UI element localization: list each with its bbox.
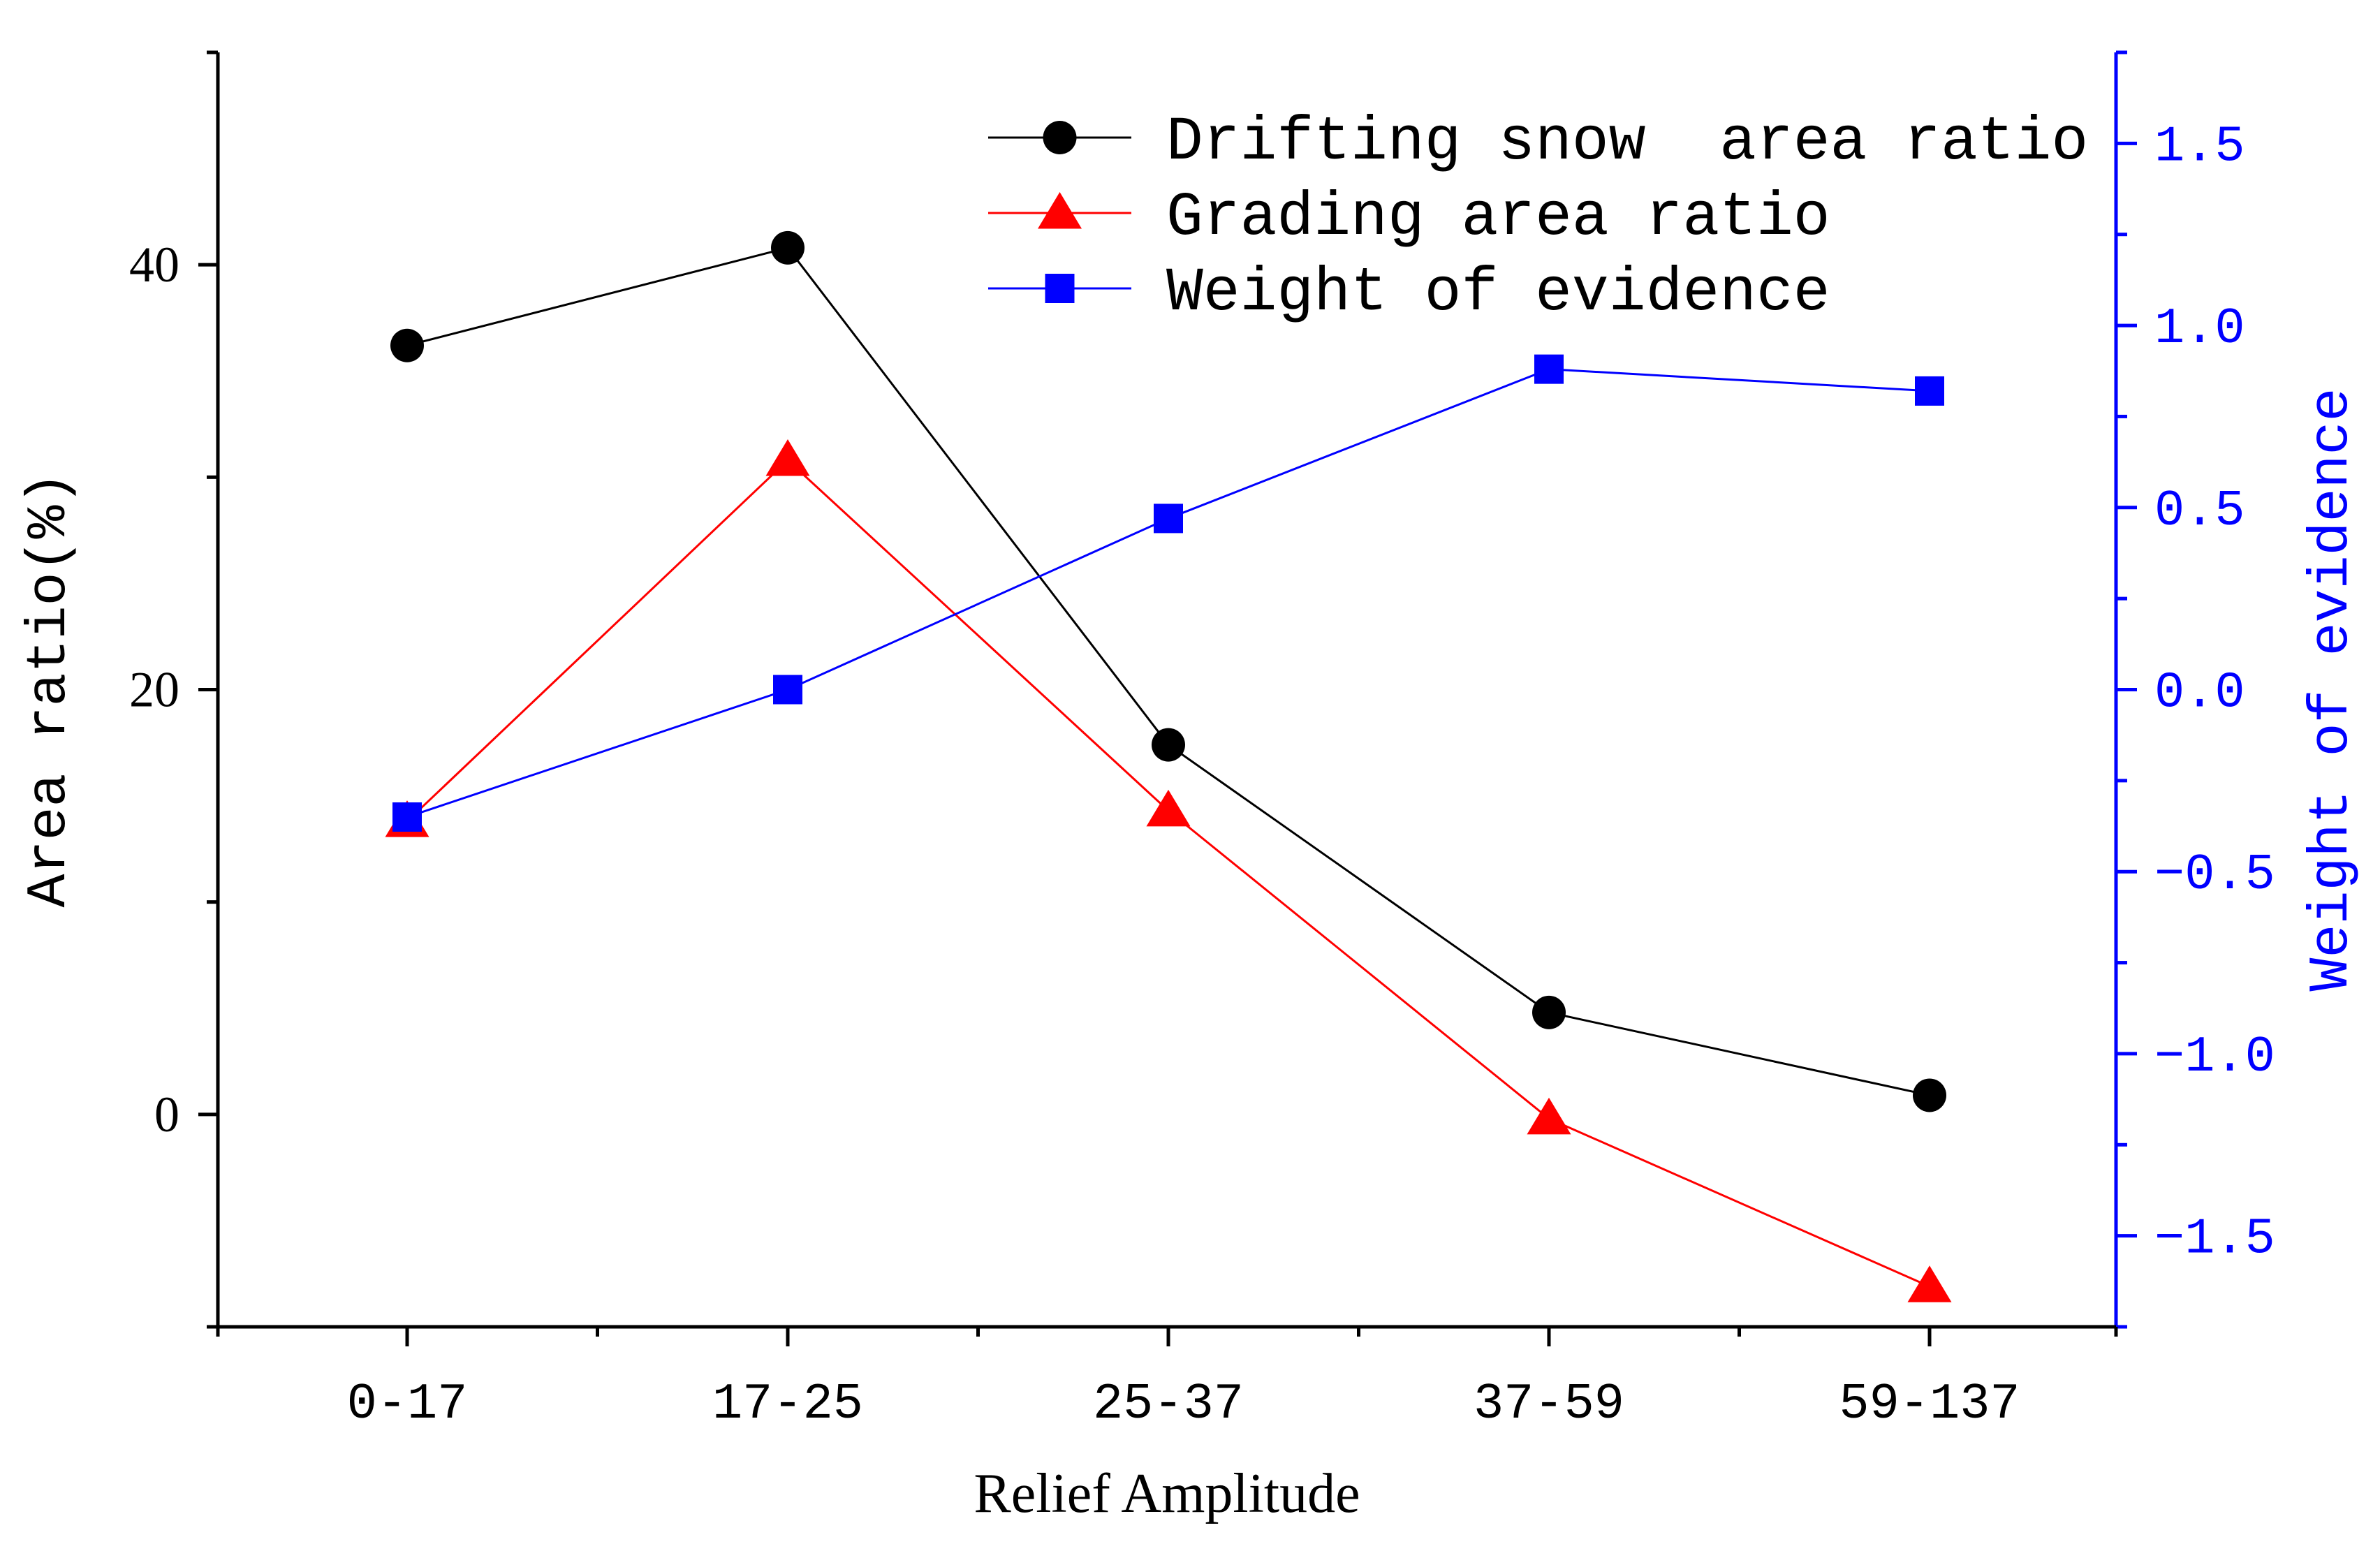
series-line-1 — [406, 458, 1930, 1288]
series-line-0 — [406, 247, 1930, 1096]
x-axis-title: Relief Amplitude — [974, 1463, 1360, 1524]
x-tick-label: 25-37 — [1093, 1376, 1244, 1433]
series-2-point — [1154, 503, 1183, 534]
y2-axis-title: Weight of evidence — [2300, 388, 2364, 991]
series-2-point — [773, 675, 802, 705]
series-0-point — [390, 328, 424, 362]
x-tick-label: 17-25 — [712, 1376, 863, 1433]
series-2-point — [1915, 376, 1944, 406]
y-axis-title: Area ratio(%) — [18, 471, 82, 907]
series-0-point — [1152, 728, 1185, 762]
right-tick-label: 1.5 — [2154, 118, 2245, 175]
series-2-point — [1534, 354, 1564, 384]
series-0-point — [1532, 995, 1566, 1029]
right-tick-label: −1.5 — [2154, 1211, 2275, 1268]
right-tick-label: −0.5 — [2154, 846, 2275, 904]
legend-marker — [1043, 121, 1077, 154]
axes: 0 20 40 −1.5 −1.0 −0.5 0.0 0.5 1.0 1.5 0-17 17-25 25… — [18, 50, 2364, 1524]
x-tick-label: 59-137 — [1839, 1376, 2020, 1433]
legend-label: Drifting snow area ratio — [1166, 108, 2088, 177]
series-1-point — [1527, 1097, 1571, 1135]
series-1-point — [1146, 789, 1191, 827]
right-tick-label: 0.5 — [2154, 483, 2245, 540]
left-tick-label: 0 — [154, 1087, 179, 1142]
right-tick-label: −1.0 — [2154, 1029, 2275, 1086]
series — [385, 230, 1952, 1302]
legend: Drifting snow area ratio Grading area rat… — [988, 108, 2088, 328]
legend-marker — [1045, 274, 1075, 303]
series-0-point — [771, 230, 805, 265]
right-tick-label: 0.0 — [2154, 665, 2245, 722]
legend-marker — [1038, 192, 1082, 229]
series-0-point — [1913, 1078, 1946, 1112]
x-tick-label: 0-17 — [347, 1376, 468, 1433]
series-2-point — [392, 802, 422, 832]
series-1-point — [1907, 1265, 1952, 1302]
legend-label: Weight of evidence — [1166, 259, 1830, 328]
left-tick-label: 40 — [129, 237, 179, 293]
right-tick-label: 1.0 — [2154, 300, 2245, 358]
x-tick-label: 37-59 — [1474, 1376, 1624, 1433]
legend-label: Grading area ratio — [1166, 184, 1830, 253]
left-tick-label: 20 — [129, 662, 179, 718]
series-1-point — [765, 439, 810, 476]
